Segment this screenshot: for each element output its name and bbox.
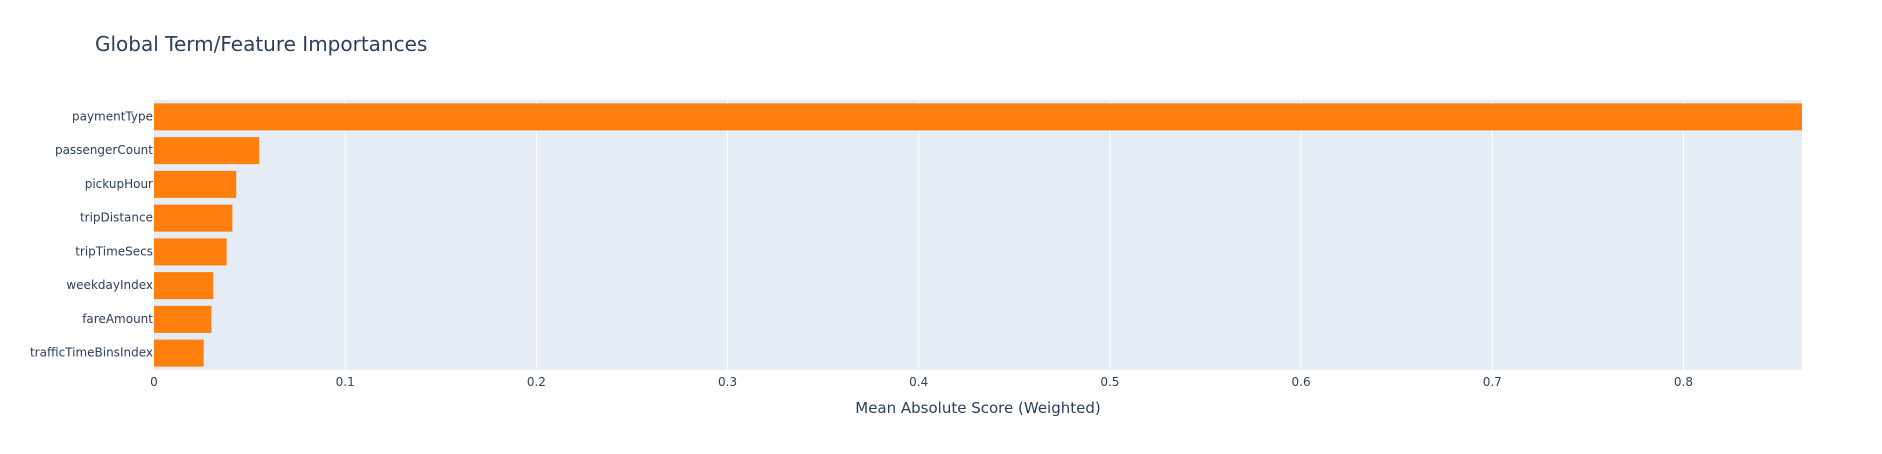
bar-tripTimeSecs <box>154 238 227 266</box>
bars <box>154 103 1802 367</box>
x-tick-label: 0.1 <box>336 375 355 389</box>
y-axis-labels: paymentType passengerCount pickupHour tripD… <box>30 109 153 359</box>
bar-tripDistance <box>154 204 233 232</box>
x-tick-label: 0.6 <box>1292 375 1311 389</box>
x-axis-ticks: 0 0.1 0.2 0.3 0.4 0.5 0.6 0.7 0.8 <box>150 375 1693 389</box>
y-tick-label-tripDistance: tripDistance <box>80 211 153 225</box>
x-tick-label: 0.8 <box>1674 375 1693 389</box>
bar-passengerCount <box>154 137 260 165</box>
x-tick-label: 0.2 <box>527 375 546 389</box>
bar-trafficTimeBinsIndex <box>154 339 204 367</box>
y-tick-label-pickupHour: pickupHour <box>85 177 153 191</box>
y-tick-label-trafficTimeBinsIndex: trafficTimeBinsIndex <box>30 346 153 360</box>
bar-pickupHour <box>154 170 237 198</box>
y-tick-label-tripTimeSecs: tripTimeSecs <box>75 244 153 258</box>
y-tick-label-fareAmount: fareAmount <box>82 312 153 326</box>
x-tick-label: 0 <box>150 375 158 389</box>
x-tick-label: 0.5 <box>1100 375 1119 389</box>
x-tick-label: 0.3 <box>718 375 737 389</box>
bar-weekdayIndex <box>154 272 214 300</box>
chart-title: Global Term/Feature Importances <box>95 32 427 56</box>
plot-area <box>154 100 1802 370</box>
y-tick-label-paymentType: paymentType <box>72 109 153 123</box>
y-tick-label-weekdayIndex: weekdayIndex <box>66 278 153 292</box>
bar-fareAmount <box>154 305 212 333</box>
gridlines <box>344 100 1684 370</box>
x-tick-label: 0.7 <box>1483 375 1502 389</box>
x-axis-title: Mean Absolute Score (Weighted) <box>855 399 1100 417</box>
y-tick-label-passengerCount: passengerCount <box>55 143 153 157</box>
x-tick-label: 0.4 <box>909 375 928 389</box>
bar-paymentType <box>154 103 1802 131</box>
